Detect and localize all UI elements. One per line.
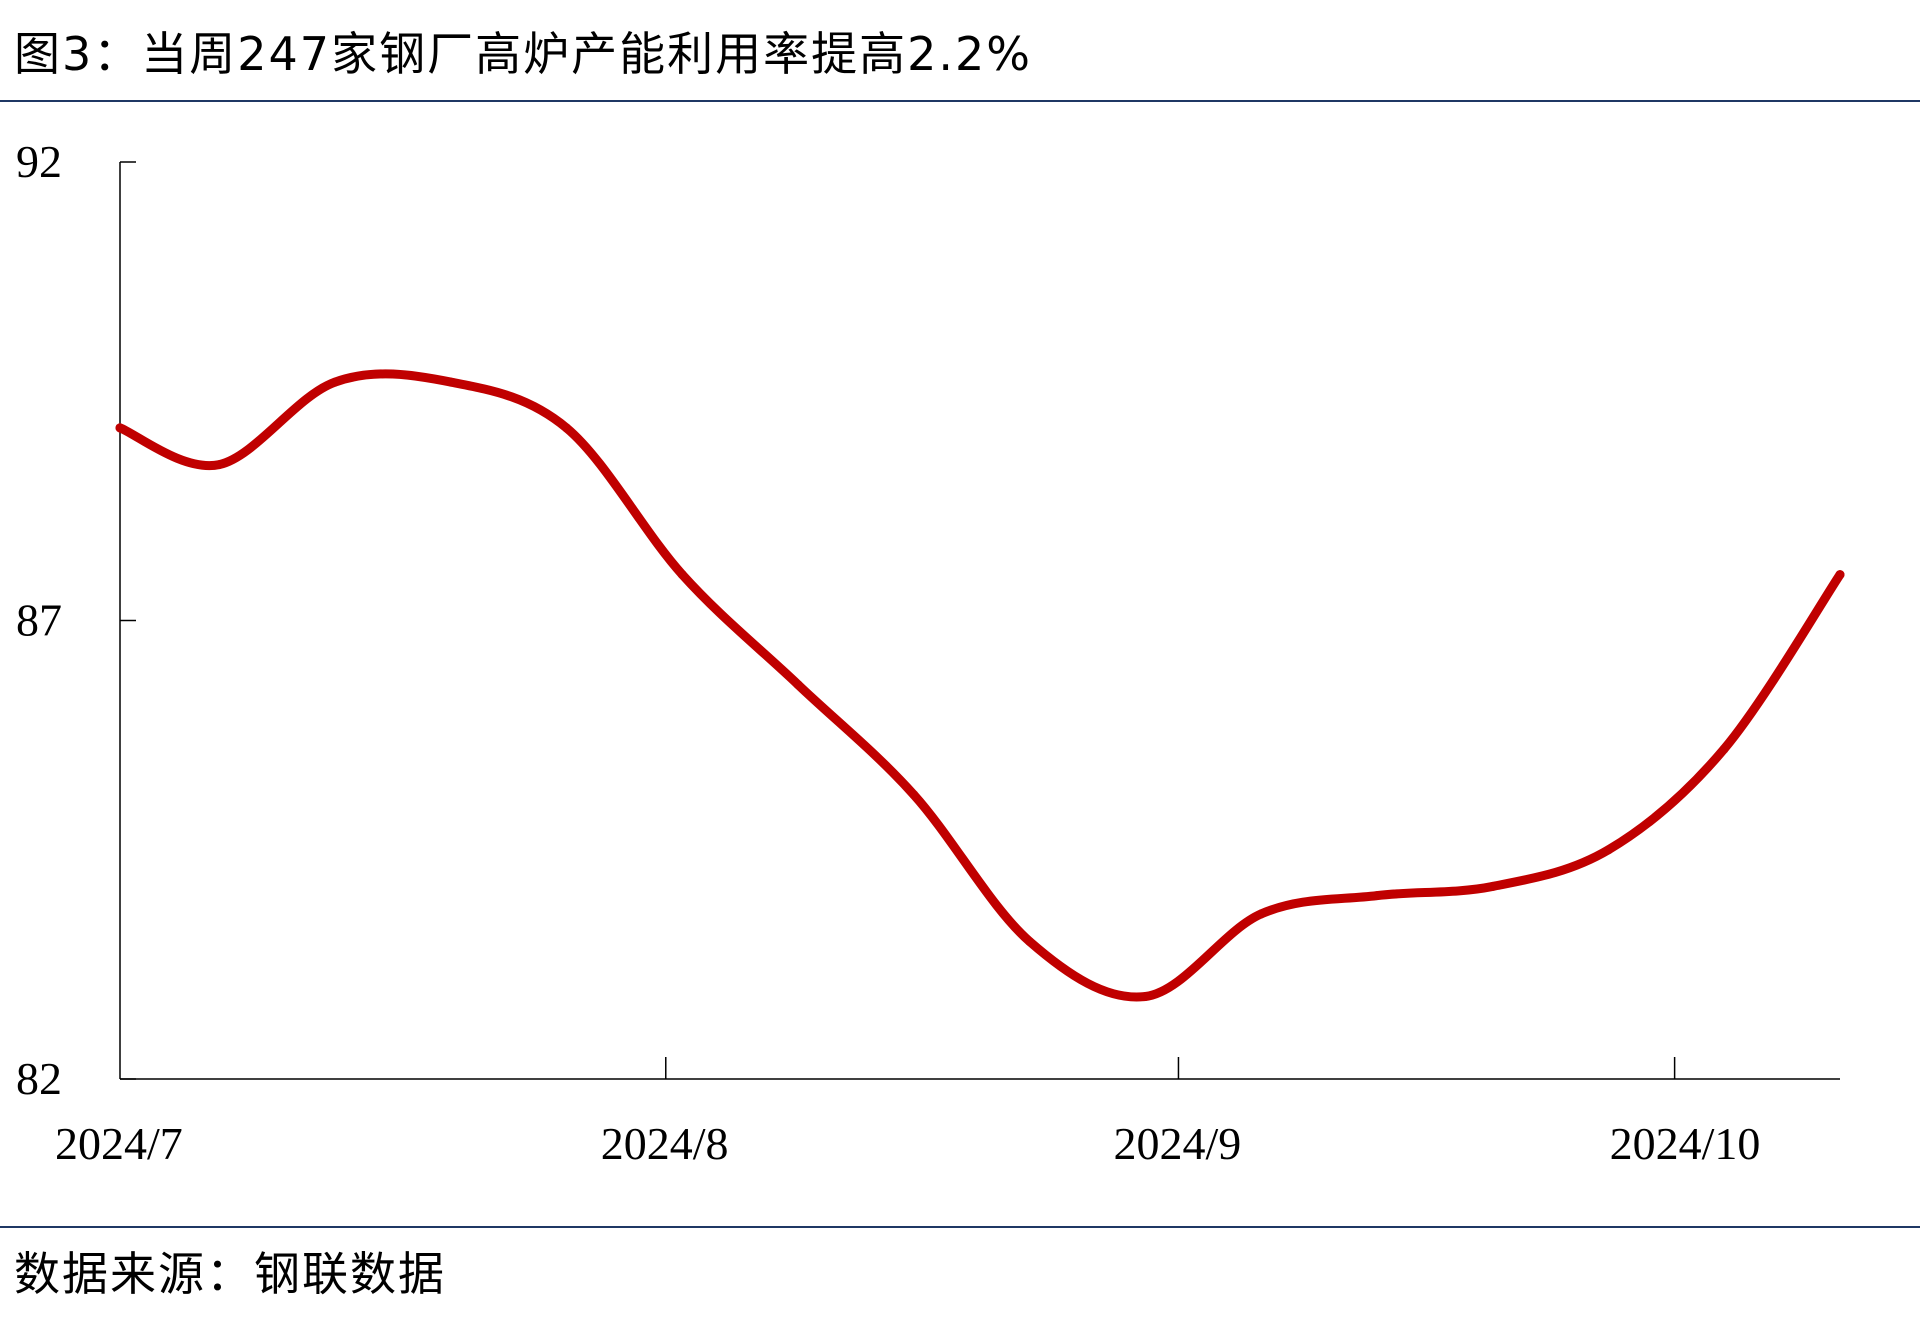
- data-point: [330, 377, 340, 387]
- x-tick-label: 2024/10: [1610, 1118, 1761, 1169]
- data-point: [793, 680, 803, 690]
- data-point: [214, 460, 224, 470]
- data-point: [1835, 570, 1845, 580]
- data-point: [909, 790, 919, 800]
- data-point: [1025, 937, 1035, 946]
- data-source: 数据来源：钢联数据: [14, 1247, 446, 1301]
- y-tick-label: 92: [16, 136, 62, 187]
- x-tick-label: 2024/8: [601, 1118, 729, 1169]
- x-tick-label: 2024/9: [1113, 1118, 1241, 1169]
- data-point: [446, 377, 456, 387]
- data-point: [1256, 909, 1266, 919]
- top-divider: [0, 100, 1920, 102]
- series-lines: [115, 369, 1845, 1002]
- data-point: [1604, 845, 1613, 855]
- axes: [119, 162, 1840, 1080]
- y-tick-label: 82: [16, 1053, 62, 1104]
- bottom-divider: [0, 1226, 1920, 1228]
- series-line: [115, 369, 1845, 1002]
- data-point: [1140, 992, 1150, 1001]
- ticks: 82 87 92 2024/7 2024/8 2024/9 2024/10: [16, 136, 1760, 1169]
- data-point: [115, 423, 125, 433]
- data-point: [562, 423, 571, 433]
- data-point: [1488, 881, 1498, 891]
- data-point: [1372, 891, 1382, 901]
- y-tick-label: 87: [16, 595, 62, 646]
- chart-title: 图3：当周247家钢厂高炉产能利用率提高2.2%: [14, 27, 1032, 81]
- data-point: [1719, 744, 1729, 754]
- x-tick-label: 2024/7: [55, 1118, 183, 1169]
- data-point: [677, 570, 687, 580]
